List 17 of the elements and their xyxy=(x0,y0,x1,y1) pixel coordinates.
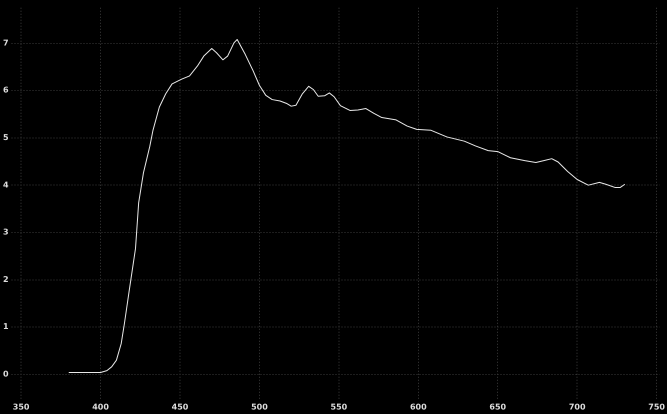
y-tick-label: 3 xyxy=(2,228,9,237)
y-tick-label: 6 xyxy=(2,86,9,95)
y-tick-label: 7 xyxy=(2,38,9,48)
x-tick-label: 350 xyxy=(12,402,30,412)
y-tick-label: 4 xyxy=(2,180,9,190)
y-tick-label: 1 xyxy=(2,322,9,332)
x-tick-label: 500 xyxy=(251,402,268,412)
y-tick-label: 5 xyxy=(2,132,9,142)
x-tick-label: 700 xyxy=(568,402,586,412)
x-tick-label: 750 xyxy=(648,402,666,412)
x-tick-label: 550 xyxy=(330,402,348,412)
x-tick-label: 450 xyxy=(172,402,189,412)
x-tick-label: 400 xyxy=(92,402,110,412)
y-tick-label: 2 xyxy=(2,274,9,284)
x-tick-label: 650 xyxy=(489,402,507,412)
y-tick-label: 0 xyxy=(2,369,9,378)
x-tick-label: 600 xyxy=(410,402,428,412)
